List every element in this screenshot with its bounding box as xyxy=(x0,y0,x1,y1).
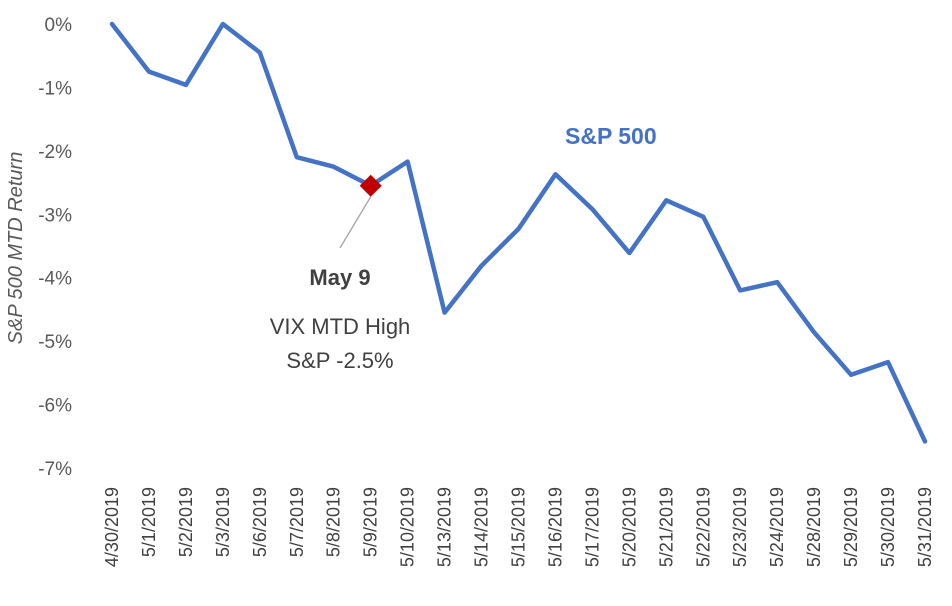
x-tick-label: 5/8/2019 xyxy=(324,487,344,557)
x-tick-label: 5/22/2019 xyxy=(693,487,713,567)
x-tick-label: 5/9/2019 xyxy=(361,487,381,557)
x-tick-label: 5/31/2019 xyxy=(915,487,935,567)
annotation-line-2: S&P -2.5% xyxy=(286,348,393,373)
series-label: S&P 500 xyxy=(565,123,657,149)
y-axis: 0% -1% -2% -3% -4% -5% -6% -7% xyxy=(38,15,72,480)
series-line-sp500 xyxy=(109,21,928,444)
y-tick-label: -7% xyxy=(38,459,72,480)
x-tick-label: 5/6/2019 xyxy=(250,487,270,557)
y-tick-label: -2% xyxy=(38,142,72,163)
x-tick-label: 5/14/2019 xyxy=(472,487,492,567)
x-tick-label: 4/30/2019 xyxy=(102,487,122,567)
y-tick-label: -1% xyxy=(38,78,72,99)
x-tick-label: 5/16/2019 xyxy=(545,487,565,567)
x-tick-label: 5/17/2019 xyxy=(582,487,602,567)
x-tick-label: 5/13/2019 xyxy=(435,487,455,567)
y-tick-label: -4% xyxy=(38,269,72,290)
x-tick-label: 5/29/2019 xyxy=(841,487,861,567)
y-tick-label: -5% xyxy=(38,332,72,353)
x-tick-label: 5/1/2019 xyxy=(139,487,159,557)
x-tick-label: 5/21/2019 xyxy=(656,487,676,567)
marker-group xyxy=(359,174,382,197)
x-tick-label: 5/30/2019 xyxy=(878,487,898,567)
x-axis: 4/30/2019 5/1/2019 5/2/2019 5/3/2019 5/6/201… xyxy=(102,487,935,567)
x-tick-label: 5/20/2019 xyxy=(619,487,639,567)
annotation-title: May 9 xyxy=(309,265,370,290)
x-tick-label: 5/24/2019 xyxy=(767,487,787,567)
x-tick-label: 5/15/2019 xyxy=(509,487,529,567)
x-tick-label: 5/10/2019 xyxy=(398,487,418,567)
y-tick-label: -6% xyxy=(38,396,72,417)
x-tick-label: 5/2/2019 xyxy=(176,487,196,557)
annotation-leader-line xyxy=(339,196,372,249)
x-tick-label: 5/23/2019 xyxy=(730,487,750,567)
x-tick-label: 5/7/2019 xyxy=(287,487,307,557)
x-tick-label: 5/3/2019 xyxy=(213,487,233,557)
x-tick-label: 5/28/2019 xyxy=(804,487,824,567)
series-group xyxy=(109,21,928,444)
y-tick-label: -3% xyxy=(38,205,72,226)
y-tick-label: 0% xyxy=(45,15,73,36)
annotation-line-1: VIX MTD High xyxy=(270,314,411,339)
y-axis-label: S&P 500 MTD Return xyxy=(5,152,27,345)
highlight-marker xyxy=(359,174,382,197)
